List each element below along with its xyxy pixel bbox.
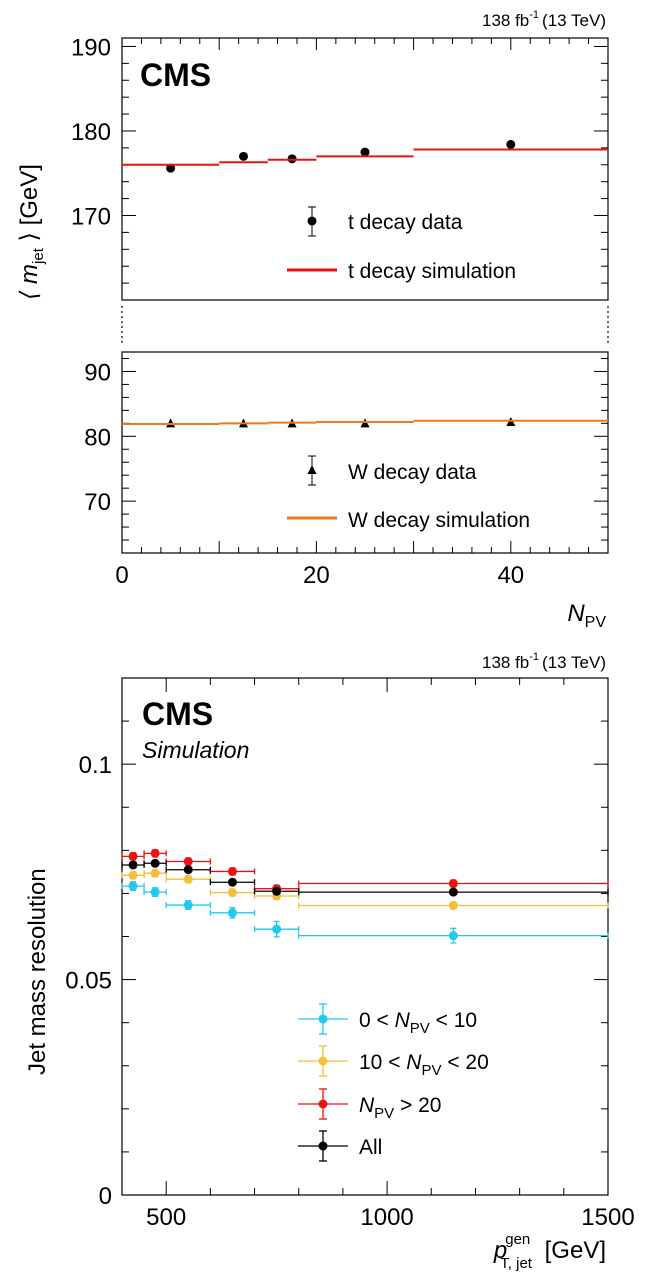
data-point [150,868,160,878]
data-point [150,848,160,858]
legend-label: 0 < NPV < 10 [359,1009,477,1037]
data-point [128,851,138,861]
top-tick-labels: 0 20 40 170 180 190 70 80 90 [71,34,524,589]
data-point [227,908,237,918]
legend-w-sim-label: W decay simulation [348,509,530,532]
top-upper-frame [121,37,609,301]
top-lower-y-tick-label: 70 [84,489,111,516]
legend-label: All [359,1136,382,1159]
top-upper-y-tick-label: 180 [71,119,111,146]
bottom-lumi-label: 138 fb-1 (13 TeV) [482,651,606,672]
legend-t-data-marker [307,216,317,226]
legend-w-data-marker [307,465,317,474]
legend-marker [318,1099,328,1109]
data-point [506,139,516,149]
legend-t-decay-simulation: t decay simulation [287,260,516,283]
bottom-x-tick-label: 1000 [360,1204,413,1231]
bottom-axis-ticks [121,677,609,1196]
data-point [150,858,160,868]
bottom-series [121,848,609,944]
bottom-panel-jet-mass-resolution: 138 fb-1 (13 TeV) CMS Simulation 500 1000 1… [24,651,635,1272]
legend-entry: All [298,1130,382,1162]
data-point [272,924,282,934]
legend-entry: 10 < NPV < 20 [298,1045,489,1079]
legend-w-data-label: W decay data [348,461,477,484]
data-point [128,870,138,880]
top-lumi-label: 138 fb-1 (13 TeV) [482,9,606,30]
top-lower-y-tick-label: 80 [84,424,111,451]
legend-marker [318,1141,328,1151]
bottom-y-tick-label: 0 [99,1183,112,1210]
bottom-x-axis-title: pgen T, jet [GeV] [493,1231,606,1272]
data-point [183,874,193,884]
data-point [183,865,193,875]
bottom-tick-labels: 500 1000 1500 0 0.05 0.1 [65,752,634,1231]
top-upper-y-tick-label: 170 [71,203,111,230]
legend-marker [318,1056,328,1066]
legend-label: 10 < NPV < 20 [359,1051,489,1079]
data-point [183,857,193,867]
data-point [227,888,237,898]
legend-w-decay-data: W decay data [307,455,477,486]
top-series [122,139,608,428]
data-point [227,866,237,876]
data-point [183,900,193,910]
data-point [360,147,370,157]
data-point [239,151,248,161]
legend-w-decay-simulation: W decay simulation [287,509,530,532]
data-point [448,900,458,910]
bottom-y-tick-label: 0.05 [65,968,112,995]
top-panel-mean-jet-mass: 138 fb-1 (13 TeV) CMS 0 20 40 170 180 190 70 80 9… [16,9,609,631]
top-x-tick-label: 0 [115,562,128,589]
bottom-y-tick-label: 0.1 [79,752,112,779]
data-point [166,418,176,428]
bottom-simulation-label: Simulation [142,737,249,763]
data-point [128,860,138,870]
top-x-axis-title: NPV [567,600,606,631]
top-lower-y-tick-label: 90 [84,359,111,386]
bottom-legend: 0 < NPV < 10 10 < NPV < 20 NPV > 20 All [298,1003,489,1162]
series-10-n-pv-20 [121,868,609,910]
data-point [448,931,458,941]
data-point [150,887,160,897]
top-x-tick-label: 20 [303,562,330,589]
top-axis-ticks [121,38,609,553]
bottom-x-tick-label: 500 [146,1204,186,1231]
data-point [448,879,458,889]
top-legend: t decay data t decay simulation W decay … [287,206,530,532]
legend-t-decay-data: t decay data [307,206,463,237]
bottom-cms-label: CMS [142,696,213,732]
series-n-pv-20 [121,848,609,894]
legend-t-sim-label: t decay simulation [348,260,516,283]
top-y-axis-title: ⟨ mjet ⟩ [GeV] [16,164,47,300]
data-point [227,877,237,887]
legend-marker [318,1014,328,1024]
series-all [121,858,609,897]
series-0-n-pv-10 [121,881,609,944]
legend-t-data-label: t decay data [348,211,463,234]
series-t-decay-simulation [122,148,608,166]
bottom-y-axis-title: Jet mass resolution [24,868,51,1075]
legend-label: NPV > 20 [359,1094,441,1122]
legend-entry: 0 < NPV < 10 [298,1003,477,1037]
top-lower-frame [121,351,609,554]
top-x-tick-label: 40 [497,562,524,589]
bottom-x-tick-label: 1500 [581,1204,634,1231]
top-cms-label: CMS [140,57,211,93]
data-point [448,887,458,897]
top-upper-y-tick-label: 190 [71,34,111,61]
legend-entry: NPV > 20 [298,1088,441,1122]
series-w-decay-simulation [122,419,608,425]
data-point [128,881,138,891]
data-point [166,163,176,173]
data-point [272,886,282,896]
